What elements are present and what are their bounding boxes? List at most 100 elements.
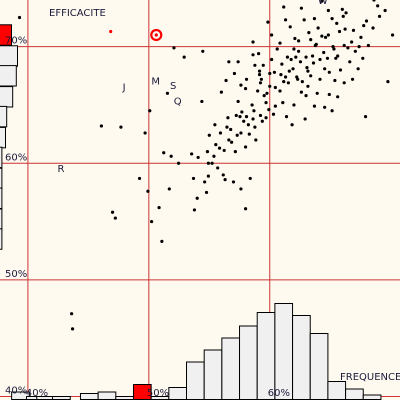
data-point-10 (150, 219, 154, 224)
data-point-170 (313, 43, 317, 48)
data-point-69 (292, 103, 296, 107)
y-tick-label-1: 50% (5, 269, 27, 280)
data-point-35 (229, 127, 233, 132)
y-hist-bar-3 (0, 86, 14, 108)
data-point-196 (334, 56, 338, 60)
y-hist-bar-2 (0, 65, 17, 87)
x-hist-bar-12 (221, 337, 241, 400)
data-point-152 (275, 47, 279, 51)
data-point-103 (340, 7, 344, 11)
data-point-98 (377, 14, 382, 18)
x-hist-bar-4 (79, 393, 99, 400)
data-point-154 (292, 47, 296, 51)
data-point-105 (372, 0, 376, 2)
data-point-144 (162, 151, 166, 155)
data-point-3 (143, 131, 147, 135)
data-point-37 (246, 123, 250, 127)
data-point-127 (235, 133, 239, 137)
data-point-135 (239, 187, 243, 191)
data-point-180 (297, 49, 301, 53)
data-point-86 (338, 68, 343, 72)
data-point-91 (336, 95, 340, 99)
y-hist-bar-7 (0, 167, 3, 190)
data-point-151 (259, 77, 263, 81)
data-point-47 (278, 41, 282, 45)
data-point-25 (224, 78, 228, 83)
x-hist-bar-6 (115, 396, 134, 400)
data-point-11 (192, 208, 197, 212)
data-point-175 (376, 4, 380, 8)
annotations: W J M SQ R (57, 0, 327, 175)
y-axis-label: EFFICACITE (49, 8, 106, 19)
data-point-200 (357, 45, 361, 49)
data-point-156 (311, 61, 316, 65)
data-point-149 (214, 143, 218, 147)
data-point-169 (289, 57, 293, 62)
data-point-90 (330, 109, 334, 113)
data-point-143 (169, 154, 173, 158)
data-point-82 (343, 27, 347, 31)
data-point-181 (287, 69, 291, 73)
data-point-131 (205, 150, 210, 154)
x-hist-bar-19 (345, 388, 364, 400)
data-point-167 (280, 62, 284, 66)
data-point-153 (285, 55, 290, 59)
x-tick-label-2: 60% (268, 388, 290, 399)
data-point-202 (160, 239, 164, 243)
data-point-94 (356, 67, 360, 71)
data-point-132 (218, 131, 223, 135)
data-point-142 (177, 161, 181, 165)
data-point-76 (323, 67, 327, 71)
data-point-36 (239, 131, 243, 135)
data-point-80 (330, 17, 334, 21)
data-point-138 (223, 177, 227, 182)
data-point-97 (371, 26, 375, 30)
data-point-23 (219, 90, 223, 94)
data-point-17 (221, 173, 225, 177)
data-point-8 (137, 176, 142, 181)
data-point-12 (206, 174, 210, 178)
data-point-18 (203, 180, 207, 184)
data-point-27 (213, 123, 217, 127)
x-tick-label-1: 50% (147, 388, 169, 399)
data-point-53 (253, 125, 257, 129)
data-point-30 (253, 63, 257, 67)
annotation-S: S (170, 81, 176, 92)
data-point-157 (306, 84, 310, 88)
x-hist-bar-13 (239, 325, 258, 400)
data-point-184 (225, 125, 229, 129)
data-point-133 (243, 145, 248, 149)
data-point-54 (264, 116, 268, 120)
data-point-56 (278, 89, 282, 93)
data-point-26 (207, 133, 211, 137)
data-point-189 (258, 81, 263, 85)
data-point-192 (296, 77, 300, 81)
data-point-63 (307, 31, 311, 35)
data-point-188 (232, 71, 237, 76)
data-point-104 (320, 0, 324, 3)
data-point-5 (110, 210, 115, 214)
data-point-197 (342, 43, 346, 48)
data-point-128 (230, 140, 234, 144)
data-point-42 (257, 73, 262, 77)
x-hist-bar-18 (327, 381, 347, 400)
data-point-119 (332, 47, 336, 51)
highlight-point (154, 33, 158, 37)
data-point-83 (350, 40, 354, 44)
data-point-65 (310, 54, 315, 58)
data-point-67 (300, 80, 304, 84)
data-point-74 (315, 91, 319, 95)
data-point-9 (146, 189, 150, 193)
data-point-41 (256, 89, 260, 93)
data-point-183 (251, 117, 255, 121)
data-point-134 (231, 180, 236, 184)
data-point-13 (196, 155, 200, 160)
data-points (17, 0, 395, 331)
data-point-95 (361, 56, 365, 60)
data-point-84 (353, 49, 357, 53)
data-point-34 (226, 116, 230, 120)
data-point-100 (390, 33, 395, 37)
data-point-173 (359, 35, 363, 39)
data-point-66 (305, 66, 309, 70)
